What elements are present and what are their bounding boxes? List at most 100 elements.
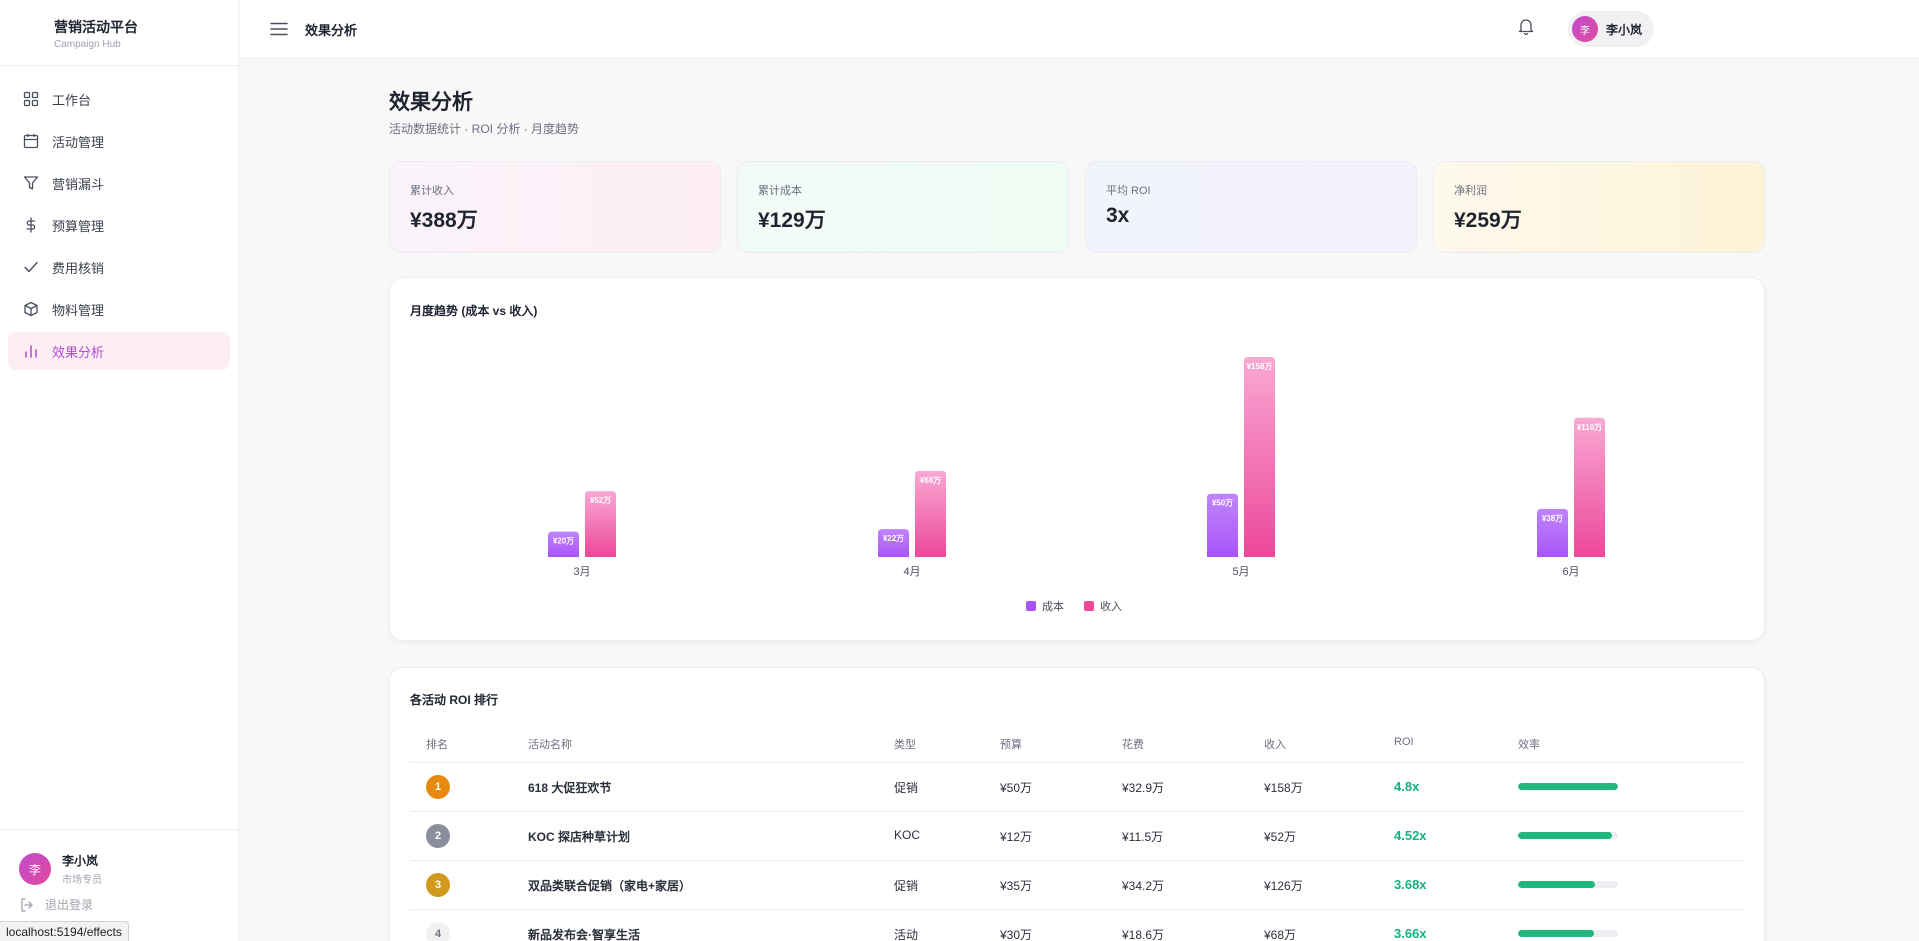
user-role: 市场专员 — [62, 875, 102, 886]
column-header-name: 活动名称 — [528, 739, 572, 751]
bar-chart-icon — [22, 342, 40, 360]
revenue-value: ¥126万 — [1264, 879, 1303, 893]
table-row-divider — [410, 909, 1745, 910]
legend-label: 收入 — [1100, 601, 1122, 613]
budget-value: ¥12万 — [1000, 830, 1033, 844]
spent-value: ¥32.9万 — [1122, 781, 1165, 795]
table-row-divider — [410, 811, 1745, 812]
bar-data-label: ¥20万 — [553, 537, 574, 546]
stat-label: 累计收入 — [410, 185, 454, 197]
user-menu-button[interactable]: 李 李小岚 — [1568, 11, 1655, 47]
efficiency-bar-fill — [1518, 881, 1595, 888]
stat-value: 3x — [1106, 204, 1130, 227]
sidebar-item-reimbursement[interactable]: 费用核销 — [8, 248, 230, 286]
x-tick-label: 5月 — [1232, 566, 1249, 578]
legend-item-cost: 成本 — [1026, 598, 1064, 614]
legend-swatch — [1084, 601, 1094, 611]
activity-name: 双品类联合促销（家电+家居） — [528, 879, 692, 893]
sidebar-item-label: 预算管理 — [52, 218, 105, 234]
page-subtitle: 活动数据统计 · ROI 分析 · 月度趋势 — [389, 122, 579, 136]
sidebar: 营销活动平台 Campaign Hub 工作台 活动管理 营销漏斗 预算管理 — [0, 0, 239, 941]
sidebar-item-analytics[interactable]: 效果分析 — [8, 332, 230, 370]
column-header-budget: 预算 — [1000, 739, 1022, 751]
efficiency-bar-fill — [1518, 832, 1612, 839]
budget-value: ¥35万 — [1000, 879, 1033, 893]
avatar: 李 — [19, 853, 51, 885]
roi-value: 4.8x — [1394, 779, 1420, 794]
roi-value: 3.68x — [1394, 877, 1427, 892]
table-title: 各活动 ROI 排行 — [410, 693, 499, 707]
check-icon — [22, 258, 40, 276]
bar-cost[interactable] — [1537, 508, 1568, 557]
status-bar-url: localhost:5194/effects — [0, 921, 129, 941]
column-header-revenue: 收入 — [1264, 739, 1286, 751]
revenue-value: ¥158万 — [1264, 781, 1303, 795]
sidebar-nav: 工作台 活动管理 营销漏斗 预算管理 费用核销 — [0, 66, 238, 370]
bar-data-label: ¥110万 — [1577, 423, 1602, 432]
logout-icon — [19, 897, 35, 913]
sidebar-item-label: 效果分析 — [52, 344, 105, 360]
bar-data-label: ¥50万 — [1212, 499, 1233, 508]
revenue-value: ¥52万 — [1264, 830, 1297, 844]
efficiency-bar-fill — [1518, 930, 1594, 937]
sidebar-item-label: 物料管理 — [52, 302, 105, 318]
dollar-icon — [22, 216, 40, 234]
bar-cost[interactable] — [548, 531, 579, 557]
bar-data-label: ¥158万 — [1247, 362, 1273, 371]
menu-toggle-button[interactable] — [270, 22, 288, 36]
spent-value: ¥18.6万 — [1122, 928, 1165, 941]
grid-icon — [22, 90, 40, 108]
spent-value: ¥11.5万 — [1122, 830, 1164, 844]
rank-badge: 4 — [426, 922, 450, 941]
stat-label: 累计成本 — [758, 185, 802, 197]
activity-name: 618 大促狂欢节 — [528, 781, 612, 795]
chart-legend: 成本 收入 — [1026, 598, 1142, 614]
logout-label: 退出登录 — [45, 898, 94, 912]
spent-value: ¥34.2万 — [1122, 879, 1165, 893]
bar-revenue[interactable] — [915, 470, 946, 557]
sidebar-item-funnel[interactable]: 营销漏斗 — [8, 164, 230, 202]
stat-card-profit: 净利润 ¥259万 — [1433, 161, 1765, 253]
bar-cost[interactable] — [878, 529, 909, 557]
efficiency-bar — [1518, 832, 1618, 839]
x-tick-label: 4月 — [903, 566, 920, 578]
efficiency-bar — [1518, 930, 1618, 937]
legend-label: 成本 — [1042, 601, 1064, 613]
table-header-divider — [410, 762, 1745, 763]
bar-data-label: ¥22万 — [883, 534, 904, 543]
notification-button[interactable] — [1517, 17, 1535, 35]
table-row-divider — [410, 860, 1745, 861]
budget-value: ¥30万 — [1000, 928, 1033, 941]
sidebar-item-budget[interactable]: 预算管理 — [8, 206, 230, 244]
stat-card-roi: 平均 ROI 3x — [1085, 161, 1417, 253]
activity-type: 促销 — [894, 879, 919, 893]
sidebar-item-campaigns[interactable]: 活动管理 — [8, 122, 230, 160]
bar-cost[interactable] — [1207, 493, 1238, 557]
column-header-efficiency: 效率 — [1518, 739, 1540, 751]
box-icon — [22, 300, 40, 318]
stat-value: ¥388万 — [410, 209, 478, 232]
calendar-icon — [22, 132, 40, 150]
sidebar-item-workbench[interactable]: 工作台 — [8, 80, 230, 118]
bar-revenue[interactable] — [585, 491, 616, 557]
stat-card-revenue: 累计收入 ¥388万 — [389, 161, 721, 253]
bar-revenue[interactable] — [1244, 357, 1275, 557]
trend-chart: ¥20万 ¥52万 3月 ¥22万 ¥68万 4月 ¥50万 ¥158万 5月 ¥38万 ¥110万… — [548, 357, 1605, 578]
activity-name: KOC 探店种草计划 — [528, 830, 631, 844]
sidebar-item-label: 活动管理 — [52, 134, 105, 150]
bar-revenue[interactable] — [1574, 417, 1605, 557]
sidebar-item-materials[interactable]: 物料管理 — [8, 290, 230, 328]
activity-type: KOC — [894, 828, 921, 842]
legend-swatch — [1026, 601, 1036, 611]
stat-label: 净利润 — [1454, 185, 1487, 197]
topbar-title: 效果分析 — [305, 22, 358, 38]
roi-value: 3.66x — [1394, 926, 1427, 941]
user-name: 李小岚 — [1606, 22, 1643, 37]
efficiency-bar — [1518, 783, 1618, 790]
logout-button[interactable]: 退出登录 — [19, 896, 238, 913]
activity-type: 活动 — [894, 928, 919, 941]
activity-type: 促销 — [894, 781, 919, 795]
stat-card-cost: 累计成本 ¥129万 — [737, 161, 1069, 253]
column-header-type: 类型 — [894, 739, 916, 751]
brand-title: 营销活动平台 — [54, 19, 138, 35]
